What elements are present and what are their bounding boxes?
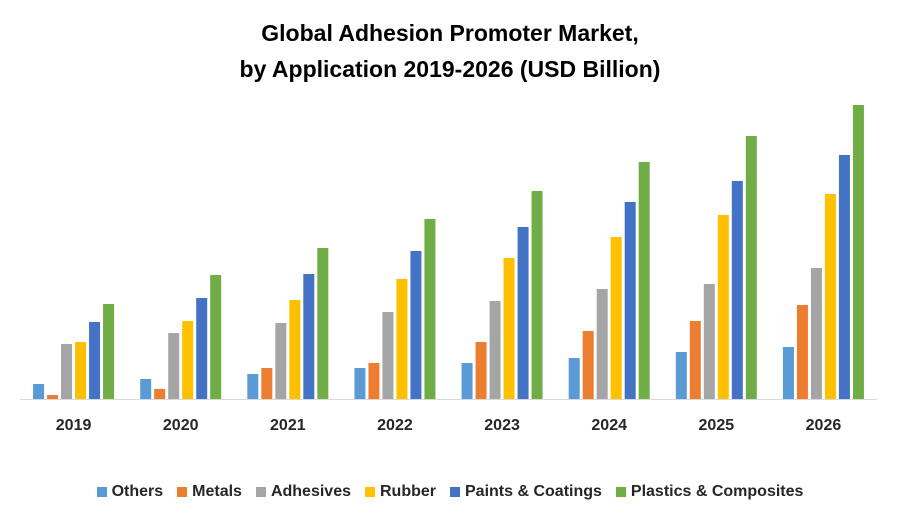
bar-2025-plastics-composites [745,136,757,399]
bar-2020-adhesives [168,333,180,399]
legend-swatch [450,487,460,497]
legend-item: Others [96,483,164,501]
x-tick-label: 2024 [591,417,627,434]
bar-2020-plastics-composites [210,275,222,399]
bar-2026-plastics-composites [852,105,864,399]
bar-2025-adhesives [703,284,715,399]
bar-2023-plastics-composites [531,191,543,399]
bar-2022-paints-coatings [410,251,422,399]
x-tick-label: 2019 [56,417,92,434]
bar-2024-rubber [610,237,622,399]
bar-2021-plastics-composites [317,248,329,399]
legend-item: Metals [177,483,242,501]
x-tick-label: 2022 [377,417,413,434]
x-tick-label: 2021 [270,417,306,434]
x-tick-label: 2023 [484,417,520,434]
bar-2020-metals [154,389,166,399]
legend-swatch [177,487,188,497]
bar-2020-paints-coatings [196,298,208,399]
legend-swatch [96,487,107,497]
bar-2022-metals [368,363,380,399]
x-tick-label: 2025 [699,417,735,434]
legend-swatch [615,487,626,497]
legend-item: Plastics & Composites [615,483,804,501]
bar-2021-others [247,374,259,399]
legend-label: Plastics & Composites [630,483,804,500]
bar-2025-metals [689,321,701,399]
legend-label: Others [111,483,164,500]
legend-item: Paints & Coatings [450,483,602,501]
bar-2019-metals [47,395,59,399]
legend-label: Rubber [380,483,436,500]
bar-2022-rubber [396,279,408,399]
legend-item: Adhesives [255,483,351,501]
legend-label: Paints & Coatings [465,483,602,500]
bar-2022-plastics-composites [424,219,436,399]
legend-item: Rubber [365,483,436,501]
bar-2024-others [568,358,580,399]
bar-2021-rubber [289,300,301,399]
bar-2024-metals [582,331,594,399]
bar-2022-others [354,368,366,399]
legend-swatch [255,487,266,497]
bar-2026-adhesives [810,268,822,399]
legend-label: Metals [192,483,242,500]
bar-2021-adhesives [275,323,287,399]
bar-2023-others [461,363,473,399]
x-tick-label: 2026 [806,417,842,434]
bar-2020-others [140,379,152,399]
bar-2021-paints-coatings [303,274,315,399]
bar-2019-others [33,384,45,399]
bar-2022-adhesives [382,312,394,399]
legend-label: Adhesives [270,483,351,500]
bar-2019-adhesives [61,344,73,399]
bar-2023-rubber [503,258,515,399]
bar-2024-plastics-composites [638,162,650,399]
bar-2025-others [675,352,687,399]
legend: Others Metals Adhesives Rubber Paints & Coat… [0,483,900,501]
bar-2025-rubber [717,215,729,399]
bar-2026-others [782,347,794,399]
bar-2024-adhesives [596,289,608,399]
bar-2019-plastics-composites [103,304,115,399]
chart-title-line2: by Application 2019-2026 (USD Billion) [239,56,661,82]
legend-swatch [365,487,375,497]
bar-2026-metals [796,305,808,399]
bar-2023-paints-coatings [517,227,529,399]
bar-2020-rubber [182,321,194,399]
bar-2026-paints-coatings [838,155,850,399]
bar-2019-rubber [75,342,87,399]
bar-2019-paints-coatings [89,322,101,399]
bar-2023-metals [475,342,487,399]
bar-2023-adhesives [489,301,501,399]
chart-title-line1: Global Adhesion Promoter Market, [261,20,639,46]
bar-2021-metals [261,368,273,399]
x-tick-label: 2020 [163,417,199,434]
bar-2026-rubber [824,194,836,399]
bar-2024-paints-coatings [624,202,636,399]
bar-2025-paints-coatings [731,181,743,399]
